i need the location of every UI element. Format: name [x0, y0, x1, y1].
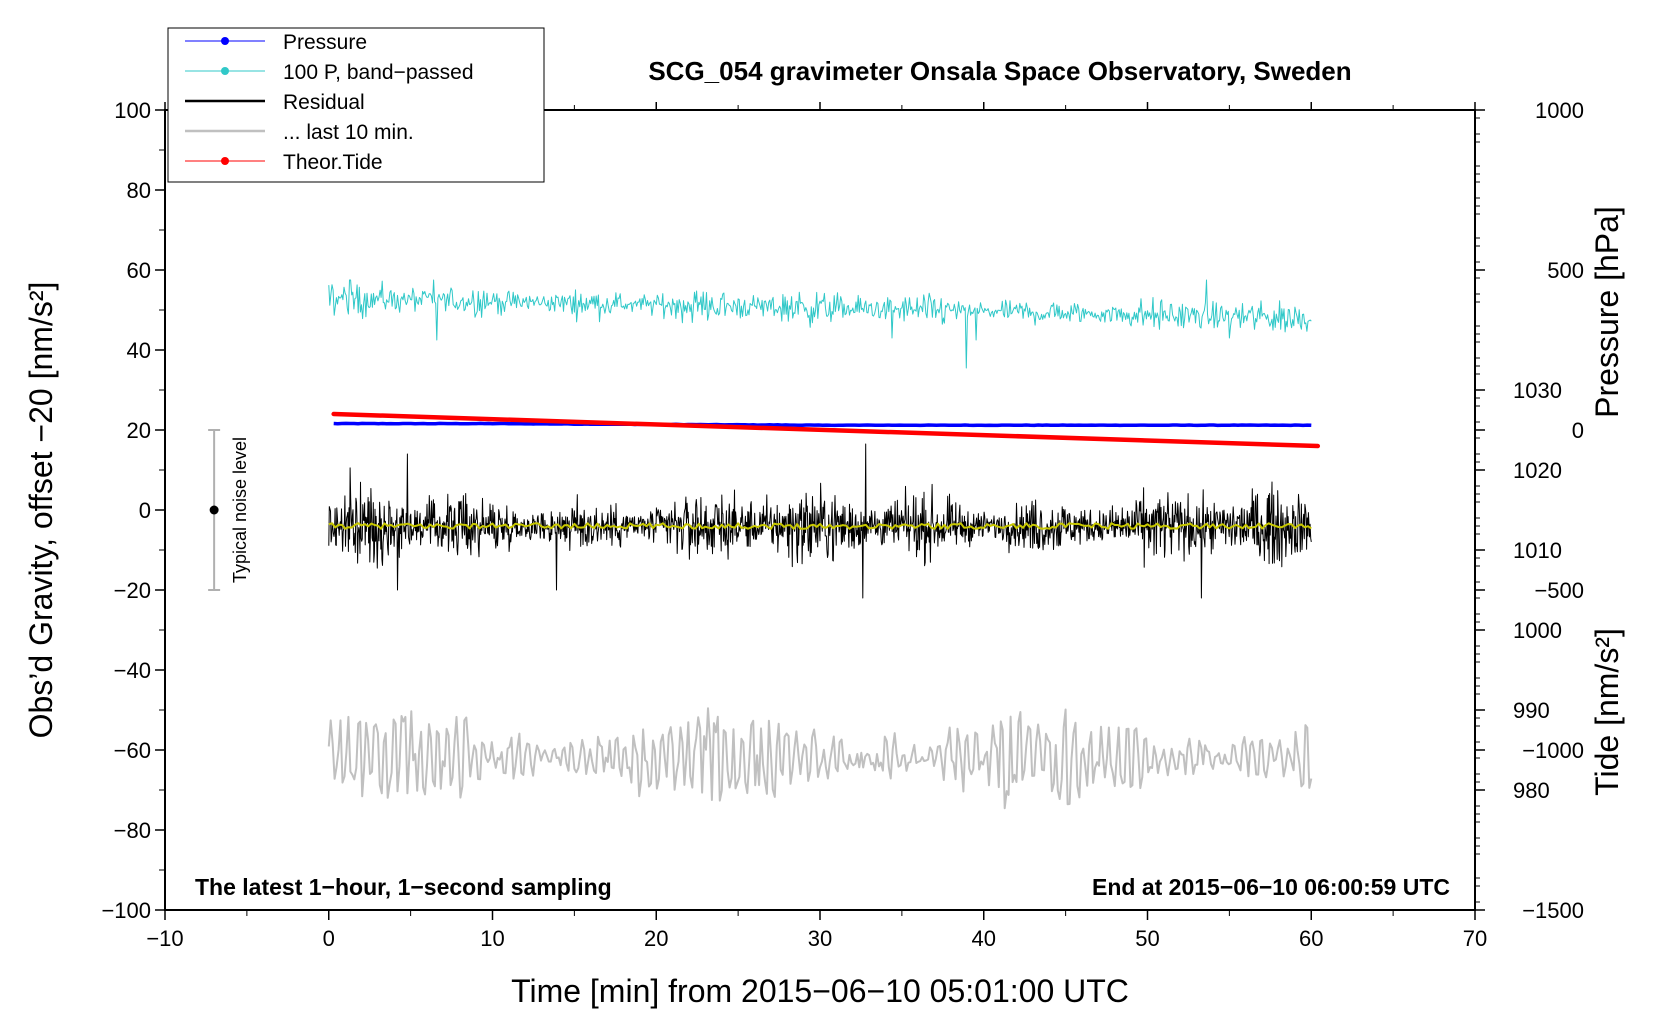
y-tick-label: −80 — [114, 818, 151, 843]
series-theor-tide — [331, 411, 1321, 449]
x-tick-label: 20 — [644, 926, 668, 951]
tide-tick-label: 500 — [1547, 258, 1584, 283]
y-tick-label: −40 — [114, 658, 151, 683]
y-tick-label: 100 — [114, 98, 151, 123]
y-tick-label: −20 — [114, 578, 151, 603]
pressure-tick-label: 980 — [1513, 778, 1550, 803]
y-tick-label: 40 — [127, 338, 151, 363]
y-axis-left: 100 80 60 40 20 0 −20 −40 −60 −80 −100 — [101, 98, 165, 923]
x-axis: −10 0 10 20 30 40 50 60 70 — [146, 102, 1487, 951]
note-sampling: The latest 1−hour, 1−second sampling — [195, 874, 612, 900]
note-end-time: End at 2015−06−10 06:00:59 UTC — [1092, 874, 1450, 900]
y-tick-label: −100 — [101, 898, 151, 923]
pressure-tick-label: 1010 — [1513, 538, 1562, 563]
tide-tick-label: 0 — [1572, 418, 1584, 443]
x-axis-title: Time [min] from 2015−06−10 05:01:00 UTC — [511, 973, 1129, 1009]
x-tick-label: 0 — [323, 926, 335, 951]
y-axis-title-tide: Tide [nm/s²] — [1589, 628, 1625, 796]
legend-marker — [221, 157, 229, 165]
y-axis-title-pressure: Pressure [hPa] — [1589, 206, 1625, 418]
series-layer — [327, 279, 1321, 810]
x-tick-label: 50 — [1135, 926, 1159, 951]
legend-marker — [221, 37, 229, 45]
x-tick-label: 10 — [480, 926, 504, 951]
noise-level-bar — [208, 429, 221, 591]
y-tick-label: 80 — [127, 178, 151, 203]
legend-label: ... last 10 min. — [283, 121, 414, 144]
y-tick-label: 0 — [139, 498, 151, 523]
legend-label: Pressure — [283, 31, 367, 54]
pressure-tick-label: 1030 — [1513, 378, 1562, 403]
tide-tick-label: −1500 — [1522, 898, 1584, 923]
x-tick-label: 40 — [972, 926, 996, 951]
tide-tick-label: −500 — [1534, 578, 1584, 603]
series-band-passed-pressure — [328, 279, 1312, 369]
pressure-tick-label: 990 — [1513, 698, 1550, 723]
y-tick-label: −60 — [114, 738, 151, 763]
series-residual-mean — [328, 522, 1312, 530]
y-axis-pressure: 1030 1020 1010 1000 990 980 — [1475, 117, 1562, 903]
legend-marker — [221, 67, 229, 75]
legend-label: Theor.Tide — [283, 151, 383, 174]
x-tick-label: 30 — [808, 926, 832, 951]
x-tick-label: 70 — [1463, 926, 1487, 951]
y-tick-label: 20 — [127, 418, 151, 443]
y-tick-label: 60 — [127, 258, 151, 283]
legend-label: Residual — [283, 91, 365, 114]
noise-bar-center — [209, 505, 219, 515]
tide-tick-label: −1000 — [1522, 738, 1584, 763]
x-tick-label: −10 — [146, 926, 183, 951]
y-axis-tide: 1000 500 0 −500 −1000 −1500 — [1475, 98, 1584, 923]
series-last-10-min — [327, 707, 1313, 810]
series-pressure — [333, 421, 1312, 428]
pressure-tick-label: 1020 — [1513, 458, 1562, 483]
legend-label: 100 P, band−passed — [283, 61, 474, 84]
tide-tick-label: 1000 — [1535, 98, 1584, 123]
chart-title: SCG_054 gravimeter Onsala Space Observat… — [648, 56, 1351, 86]
noise-level-label: Typical noise level — [230, 437, 250, 583]
y-axis-title-left: Obs’d Gravity, offset −20 [nm/s²] — [23, 282, 59, 739]
legend: Pressure 100 P, band−passed Residual ... la… — [167, 27, 545, 183]
legend-box — [167, 27, 545, 183]
x-tick-label: 60 — [1299, 926, 1323, 951]
pressure-tick-label: 1000 — [1513, 618, 1562, 643]
